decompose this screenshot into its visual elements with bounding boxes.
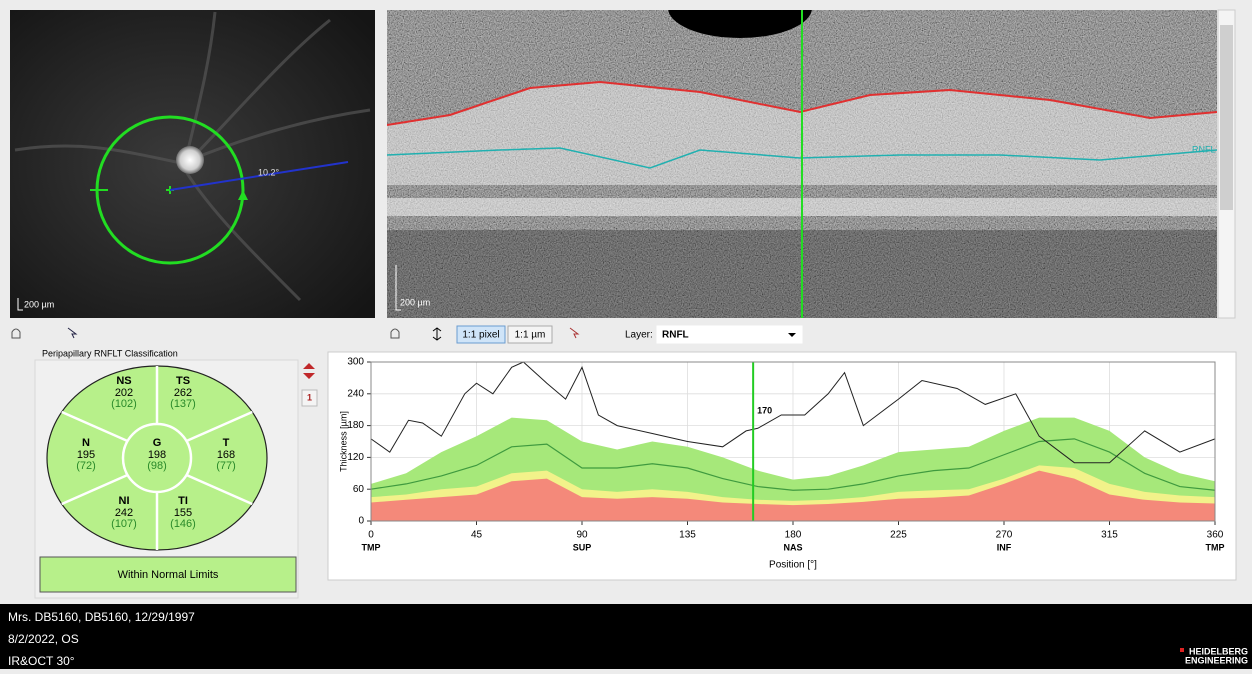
sector-reference: (137) [170,398,196,410]
sector-label: N [82,437,90,449]
sector-reference: (77) [216,460,236,472]
x-tick-label: 315 [1101,530,1118,541]
x-tick-label: 135 [679,530,696,541]
sector-reference: (107) [111,518,137,530]
x-tick-label: 90 [576,530,588,541]
patient-info: 8/2/2022, OS [8,632,79,646]
fit-tool[interactable] [433,328,441,340]
scroll-thumb[interactable] [1220,25,1233,210]
x-tick-label: 225 [890,530,907,541]
sector-tick-label: TMP [1206,542,1225,552]
logo-mark [1180,648,1184,652]
sector-label: T [223,437,230,449]
sector-tick-label: TMP [362,542,381,552]
sector-tick-label: NAS [783,542,802,552]
scale-label: 200 µm [24,299,54,309]
x-tick-label: 180 [785,530,802,541]
patient-info: Mrs. DB5160, DB5160, 12/29/1997 [8,610,195,624]
sector-label: TI [178,495,188,507]
hand-tool[interactable] [391,329,399,338]
y-tick-label: 180 [347,420,364,431]
x-tick-label: 360 [1207,530,1224,541]
toggle-button-label: 1:1 pixel [462,330,499,341]
sector-reference: (102) [111,398,137,410]
hand-tool[interactable] [12,329,20,338]
x-axis-label: Position [°] [769,560,817,571]
sector-label: NS [116,375,131,387]
sector-reference: (146) [170,518,196,530]
angle-label: 10.2° [258,167,280,177]
toggle-button-label: 1:1 µm [515,330,546,341]
sector-tick-label: INF [997,542,1012,552]
panel-title: Peripapillary RNFLT Classification [42,348,178,358]
layer-value: RNFL [662,330,689,341]
sector-label: G [153,437,162,449]
scale-label: 200 µm [400,297,430,307]
x-tick-label: 45 [471,530,483,541]
screen: 10.2° 200 µm RNFL 200 µm 1:1 pixel 1:1 µ… [0,0,1252,669]
sector-reference: (98) [147,460,167,472]
x-tick-label: 270 [996,530,1013,541]
sector-reference: (72) [76,460,96,472]
optic-disc [176,146,204,174]
y-tick-label: 120 [347,452,364,463]
select-tool[interactable] [68,328,76,338]
sector-tick-label: SUP [573,542,592,552]
select-tool[interactable] [570,328,578,338]
sector-label: NI [119,495,130,507]
sector-label: TS [176,375,190,387]
page-arrows[interactable] [303,363,315,379]
y-tick-label: 240 [347,388,364,399]
layer-label: RNFL [1192,144,1216,154]
y-tick-label: 300 [347,357,364,368]
logo-text: ENGINEERING [1185,655,1248,665]
y-axis-label: Thickness [µm] [338,411,348,472]
layer-caption: Layer: [625,330,653,341]
bscan [387,0,1217,318]
patient-info: IR&OCT 30° [8,654,75,668]
y-tick-label: 60 [353,484,365,495]
y-tick-label: 0 [358,516,364,527]
result-text: Within Normal Limits [118,569,219,581]
page-number: 1 [307,392,312,402]
x-tick-label: 0 [368,530,374,541]
cursor-value: 170 [757,405,772,415]
